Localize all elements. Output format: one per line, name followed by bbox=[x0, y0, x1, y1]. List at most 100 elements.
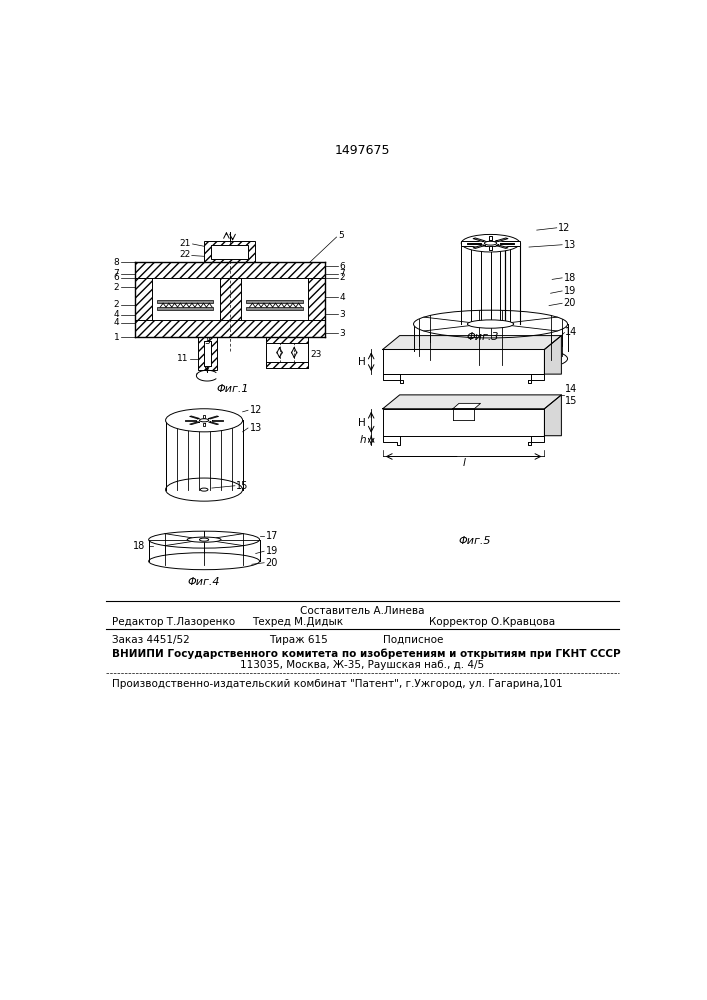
Bar bbox=[198, 337, 217, 370]
Polygon shape bbox=[382, 436, 399, 445]
Bar bbox=[266, 337, 308, 343]
Ellipse shape bbox=[467, 320, 514, 328]
Bar bbox=[247, 307, 303, 310]
Polygon shape bbox=[382, 374, 403, 383]
Ellipse shape bbox=[484, 241, 497, 245]
Ellipse shape bbox=[187, 537, 221, 542]
Text: Φиг.5: Φиг.5 bbox=[459, 536, 491, 546]
Bar bbox=[157, 300, 214, 303]
Polygon shape bbox=[452, 403, 481, 409]
Polygon shape bbox=[527, 436, 544, 445]
Polygon shape bbox=[527, 374, 544, 383]
Polygon shape bbox=[489, 236, 492, 240]
Bar bbox=[135, 262, 325, 278]
Polygon shape bbox=[382, 349, 544, 374]
Polygon shape bbox=[189, 416, 199, 419]
Bar bbox=[266, 337, 308, 368]
Ellipse shape bbox=[165, 478, 243, 501]
Text: 18: 18 bbox=[132, 541, 145, 551]
Bar bbox=[461, 241, 520, 246]
Polygon shape bbox=[382, 409, 544, 436]
Text: 113035, Москва, Ж-35, Раушская наб., д. 4/5: 113035, Москва, Ж-35, Раушская наб., д. … bbox=[240, 660, 484, 670]
Text: Редактор Т.Лазоренко: Редактор Т.Лазоренко bbox=[112, 617, 235, 627]
Text: 7: 7 bbox=[339, 269, 346, 278]
Ellipse shape bbox=[414, 310, 568, 338]
Text: 3: 3 bbox=[339, 310, 346, 319]
Text: Заказ 4451/52: Заказ 4451/52 bbox=[112, 635, 189, 645]
Ellipse shape bbox=[414, 345, 568, 373]
Bar bbox=[157, 307, 214, 310]
Text: Корректор О.Кравцова: Корректор О.Кравцова bbox=[429, 617, 555, 627]
Polygon shape bbox=[496, 238, 508, 242]
Bar bbox=[204, 341, 211, 366]
Text: 4: 4 bbox=[114, 318, 119, 327]
Bar bbox=[135, 320, 325, 337]
Polygon shape bbox=[496, 245, 508, 248]
Text: 3: 3 bbox=[204, 337, 210, 346]
Text: Φиг.3: Φиг.3 bbox=[467, 332, 499, 342]
Text: 12: 12 bbox=[559, 223, 571, 233]
Text: 3: 3 bbox=[339, 329, 346, 338]
Text: 2: 2 bbox=[114, 300, 119, 309]
Polygon shape bbox=[544, 395, 561, 436]
Bar bbox=[219, 278, 241, 320]
Text: 21: 21 bbox=[179, 239, 190, 248]
Text: 8: 8 bbox=[114, 258, 119, 267]
Text: 7: 7 bbox=[114, 269, 119, 278]
Polygon shape bbox=[382, 336, 561, 349]
Bar bbox=[211, 245, 248, 259]
Text: 4: 4 bbox=[114, 310, 119, 319]
Text: 12: 12 bbox=[250, 405, 262, 415]
Bar bbox=[204, 241, 255, 262]
Text: 2: 2 bbox=[339, 273, 345, 282]
Ellipse shape bbox=[200, 488, 208, 491]
Text: 22: 22 bbox=[179, 250, 190, 259]
Text: 18: 18 bbox=[563, 273, 576, 283]
Text: 6: 6 bbox=[114, 273, 119, 282]
Ellipse shape bbox=[199, 538, 209, 541]
Bar bbox=[241, 278, 308, 320]
Polygon shape bbox=[473, 245, 485, 248]
Text: Φиг.4: Φиг.4 bbox=[188, 577, 221, 587]
Text: Производственно-издательский комбинат "Патент", г.Ужгород, ул. Гагарина,101: Производственно-издательский комбинат "П… bbox=[112, 679, 562, 689]
Text: l: l bbox=[462, 458, 465, 468]
Text: 1497675: 1497675 bbox=[334, 144, 390, 157]
Text: 4: 4 bbox=[339, 293, 345, 302]
Text: 23: 23 bbox=[310, 350, 322, 359]
Text: Составитель А.Линева: Составитель А.Линева bbox=[300, 606, 424, 616]
Bar bbox=[152, 278, 219, 320]
Ellipse shape bbox=[461, 234, 520, 252]
Polygon shape bbox=[473, 238, 485, 242]
Polygon shape bbox=[382, 395, 561, 409]
Text: H: H bbox=[358, 418, 366, 428]
Polygon shape bbox=[489, 246, 492, 250]
Bar bbox=[135, 278, 152, 320]
Text: 14: 14 bbox=[565, 384, 578, 394]
Polygon shape bbox=[189, 422, 199, 425]
Text: 15: 15 bbox=[565, 396, 578, 406]
Text: Техред М.Дидык: Техред М.Дидык bbox=[252, 617, 344, 627]
Text: h: h bbox=[359, 435, 366, 445]
Ellipse shape bbox=[148, 553, 259, 570]
Ellipse shape bbox=[165, 409, 243, 432]
Bar bbox=[204, 341, 211, 366]
Text: Φиг.1: Φиг.1 bbox=[216, 384, 249, 394]
Text: 15: 15 bbox=[236, 481, 249, 491]
Text: Подписное: Подписное bbox=[382, 635, 443, 645]
Text: ВНИИПИ Государственного комитета по изобретениям и открытиям при ГКНТ СССР: ВНИИПИ Государственного комитета по изоб… bbox=[112, 648, 620, 659]
Ellipse shape bbox=[148, 531, 259, 548]
Text: 13: 13 bbox=[563, 240, 576, 250]
Text: 20: 20 bbox=[563, 298, 576, 308]
Bar bbox=[308, 278, 325, 320]
Text: 11: 11 bbox=[177, 354, 189, 363]
Text: 19: 19 bbox=[266, 546, 278, 556]
Ellipse shape bbox=[199, 419, 209, 422]
Text: 14: 14 bbox=[565, 327, 578, 337]
Polygon shape bbox=[544, 336, 561, 374]
Polygon shape bbox=[209, 416, 218, 419]
Polygon shape bbox=[203, 423, 205, 426]
Text: 5: 5 bbox=[338, 231, 344, 240]
Text: 2: 2 bbox=[114, 283, 119, 292]
Text: 19: 19 bbox=[563, 286, 576, 296]
Text: H: H bbox=[358, 357, 366, 367]
